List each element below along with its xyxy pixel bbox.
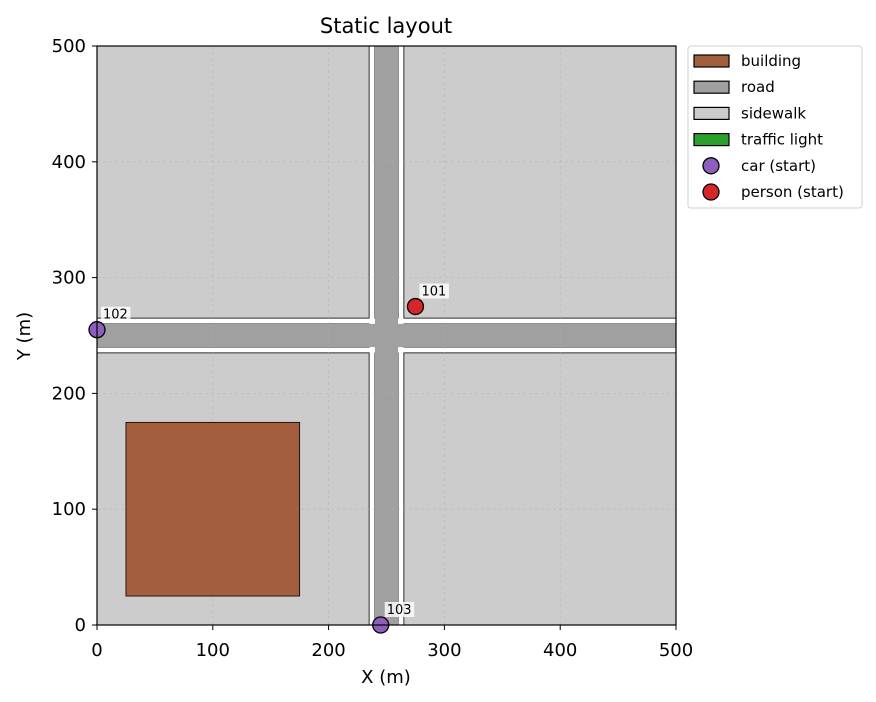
legend-label: car (start): [741, 157, 816, 175]
legend-label: road: [741, 78, 775, 96]
x-tick-label: 400: [543, 640, 577, 661]
plot-area: 101 102 103: [88, 45, 677, 634]
legend-swatch-building: [693, 54, 730, 68]
y-tick-label: 100: [52, 499, 86, 520]
annotation-background: [101, 306, 131, 322]
y-tick-label: 400: [52, 152, 86, 173]
x-tick-label: 500: [659, 640, 693, 661]
sidewalk: [96, 45, 370, 319]
x-tick-label: 100: [196, 640, 230, 661]
x-axis-label: X (m): [361, 667, 411, 688]
sidewalk: [403, 352, 677, 626]
agent-id-label: 103: [387, 603, 412, 618]
y-tick-label: 300: [52, 268, 86, 289]
agent-id-label: 102: [103, 308, 128, 323]
annotation-background: [419, 283, 449, 299]
axes-frame: [96, 45, 677, 626]
person-marker: [406, 297, 425, 316]
legend-label: traffic light: [741, 131, 823, 149]
x-tick-label: 300: [427, 640, 461, 661]
y-axis-label: Y (m): [14, 312, 35, 361]
legend: building road sidewalk traffic light car (st…: [687, 45, 863, 209]
x-tick-label: 200: [311, 640, 345, 661]
axes: 0 100 200 300 400 500 0 100 200 300 400 500: [52, 36, 694, 661]
legend-label: person (start): [741, 183, 844, 201]
legend-swatch-traffic_light: [693, 133, 730, 147]
y-tick-label: 500: [52, 36, 86, 57]
y-tick-label: 0: [75, 615, 86, 636]
legend-label: building: [741, 52, 801, 70]
agent-id-label: 101: [421, 285, 446, 300]
building: [125, 421, 301, 597]
annotation-background: [384, 602, 415, 617]
legend-marker-car: [702, 157, 720, 175]
legend-label: sidewalk: [741, 104, 806, 122]
sidewalk: [403, 45, 677, 319]
legend-swatch-sidewalk: [693, 106, 730, 121]
legend-marker-person: [702, 183, 720, 201]
road: [374, 46, 399, 625]
legend-swatch-road: [693, 80, 730, 94]
chart-title: Static layout: [320, 14, 452, 38]
x-tick-label: 0: [91, 640, 102, 661]
legend-frame: [687, 45, 863, 209]
y-tick-label: 200: [52, 383, 86, 404]
